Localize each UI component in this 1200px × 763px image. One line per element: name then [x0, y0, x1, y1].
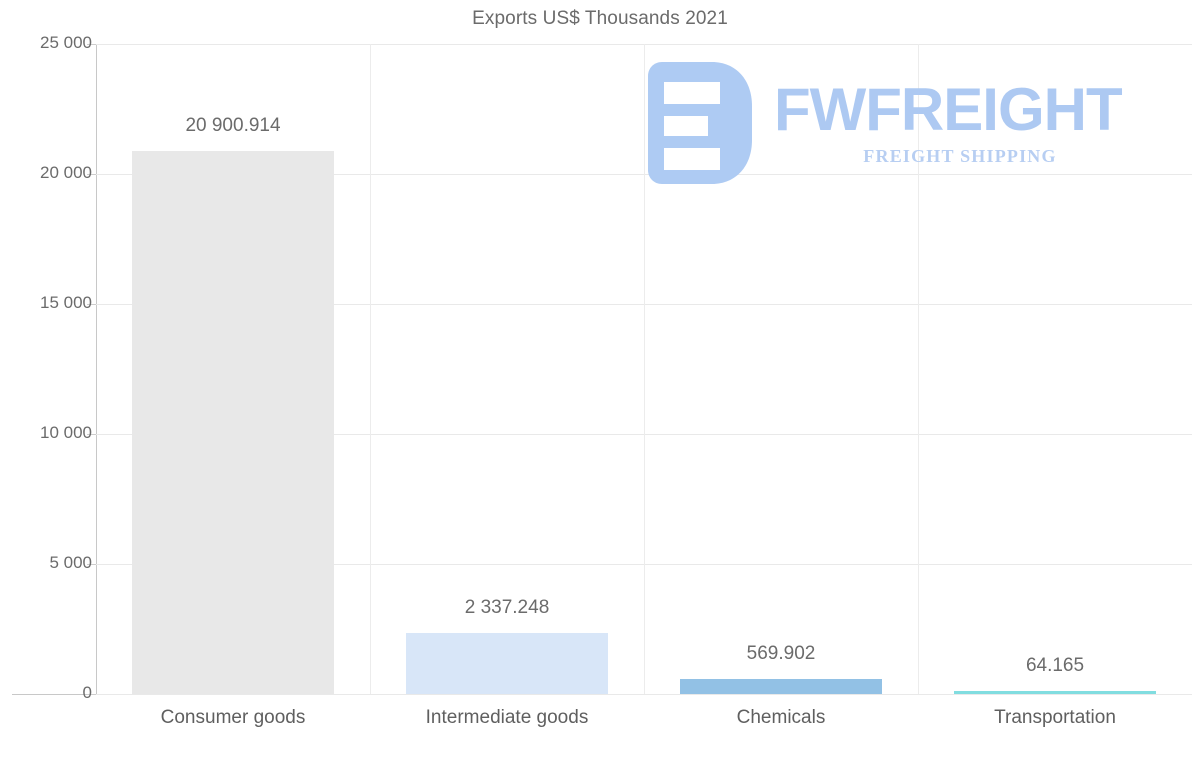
y-axis-tick-label: 25 000	[40, 33, 92, 52]
y-axis-tick	[87, 174, 96, 175]
category-label: Intermediate goods	[425, 707, 589, 728]
bar[interactable]	[680, 679, 882, 694]
bar-value-label: 20 900.914	[185, 114, 281, 136]
bar-value-label: 64.165	[1025, 655, 1085, 676]
category-label: Transportation	[994, 707, 1116, 728]
y-axis-tick-label: 5 000	[49, 553, 92, 572]
category-label: Chemicals	[736, 707, 826, 728]
y-axis-tick	[87, 44, 96, 45]
gridline	[96, 694, 1192, 695]
y-axis-tick-label: 15 000	[40, 293, 92, 312]
category-divider	[644, 44, 645, 694]
category-label: Consumer goods	[160, 707, 306, 728]
bar[interactable]	[132, 150, 334, 694]
y-axis-line	[96, 44, 97, 695]
bar-value-label: 569.902	[746, 643, 816, 665]
plot-area	[96, 44, 1192, 695]
y-axis-tick	[87, 434, 96, 435]
bar[interactable]	[954, 691, 1156, 694]
y-axis-tick	[87, 304, 96, 305]
chart-title: Exports US$ Thousands 2021	[472, 8, 728, 29]
bar-value-label: 2 337.248	[464, 597, 550, 619]
y-axis-tick-label: 20 000	[40, 163, 92, 182]
bar[interactable]	[406, 633, 608, 694]
category-divider	[370, 44, 371, 694]
y-axis-tick-label: 10 000	[40, 423, 92, 442]
y-axis-tick-label: 0	[82, 683, 92, 702]
y-axis-tick	[87, 694, 96, 695]
category-divider	[918, 44, 919, 694]
y-axis-tick	[87, 564, 96, 565]
